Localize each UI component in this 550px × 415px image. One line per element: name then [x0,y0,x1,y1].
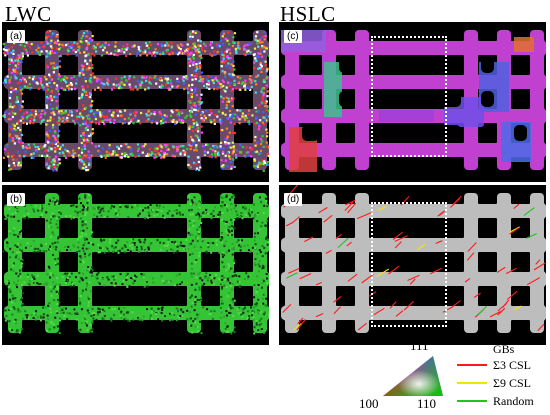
gb-legend-title: GBs [493,342,515,356]
gb-swatch-random [457,400,487,402]
ipf-label-110: 110 [417,396,437,411]
panel-label-d: (d) [284,193,303,206]
ipf-color-triangle-icon [383,356,443,396]
panel-c-ipf-map-hslc: (c) [279,22,546,182]
gb-label-sigma3: Σ3 CSL [493,358,531,372]
lattice-image-a [2,30,269,172]
panel-b-gb-map-lwc: (b) [2,185,269,345]
lattice-image-d [281,185,546,333]
gb-label-random: Random [493,394,534,408]
gb-swatch-sigma3 [457,364,487,366]
gb-swatch-sigma9 [457,382,487,384]
lattice-image-c [281,30,546,172]
ipf-label-100: 100 [359,396,379,411]
legend: 111 100 110 GBs Σ3 CSL Σ9 CSL [357,338,549,414]
panel-label-a: (a) [7,30,26,43]
roi-dotted-box-c [371,36,447,157]
panel-label-c: (c) [284,30,302,43]
roi-dotted-box-d [371,202,447,327]
panel-label-b: (b) [7,193,26,206]
ipf-label-111: 111 [410,338,429,353]
panel-a-ipf-map-lwc: (a) [2,22,269,182]
lattice-image-b [2,193,269,335]
panel-d-gb-map-hslc: (d) [279,185,546,345]
gb-label-sigma9: Σ9 CSL [493,376,531,390]
